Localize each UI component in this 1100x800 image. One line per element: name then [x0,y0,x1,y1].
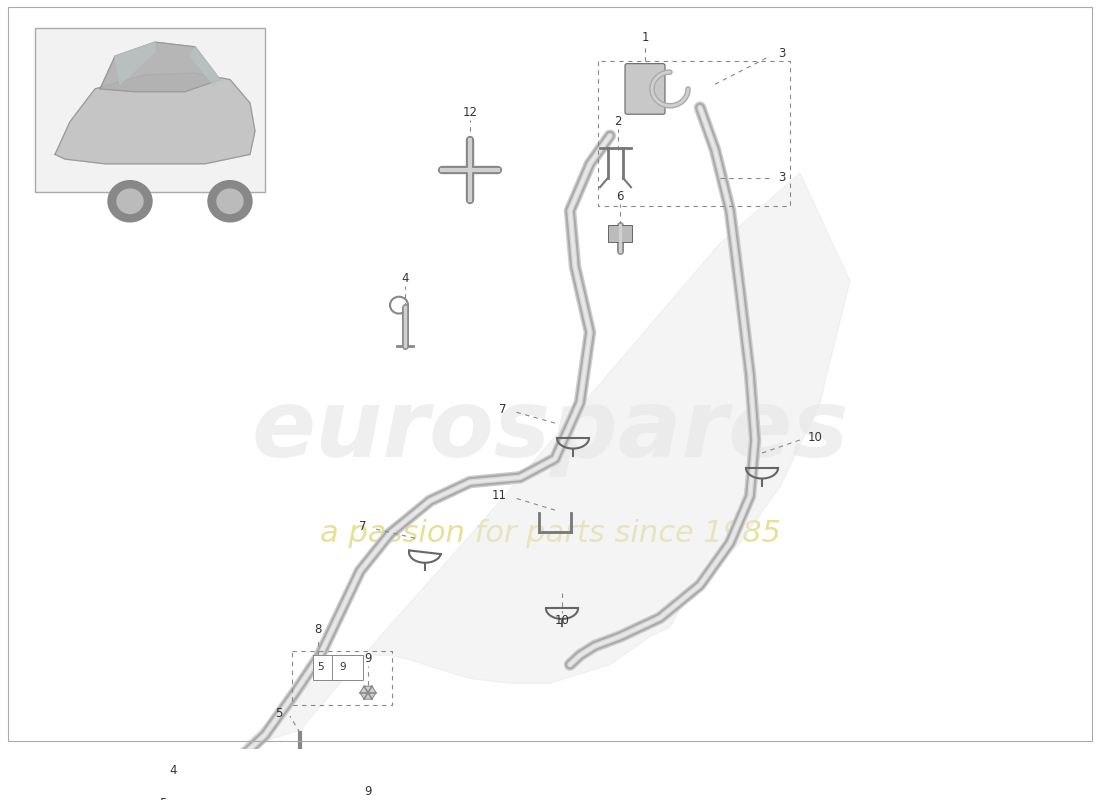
Circle shape [217,189,243,214]
Bar [608,225,632,242]
Polygon shape [240,173,850,749]
Text: 5: 5 [318,662,324,673]
Polygon shape [191,47,220,84]
Polygon shape [55,73,255,164]
Text: a passion for parts since 1985: a passion for parts since 1985 [319,519,781,548]
Text: 9: 9 [340,662,346,673]
Text: 2: 2 [614,115,622,128]
Bar [314,655,363,679]
Circle shape [208,181,252,222]
Text: 12: 12 [462,106,477,119]
Text: 9: 9 [364,786,372,798]
Text: 1: 1 [641,31,649,44]
Text: 3: 3 [778,47,785,60]
Circle shape [108,181,152,222]
Polygon shape [116,42,155,84]
Polygon shape [360,686,376,699]
Text: 5: 5 [275,706,282,720]
Polygon shape [100,42,220,92]
FancyBboxPatch shape [625,64,666,114]
Text: 10: 10 [808,430,823,444]
Text: 5: 5 [160,797,167,800]
Text: 3: 3 [778,171,785,184]
Text: 6: 6 [616,190,624,203]
Text: 4: 4 [169,764,177,777]
Circle shape [117,189,143,214]
Text: 8: 8 [315,622,321,635]
Text: eurospares: eurospares [251,385,849,477]
Text: 7: 7 [360,519,367,533]
Text: 11: 11 [492,489,507,502]
Polygon shape [360,752,376,765]
Text: 10: 10 [554,614,570,627]
Bar [35,28,265,192]
Text: 4: 4 [402,273,409,286]
Text: 9: 9 [364,653,372,666]
Text: 7: 7 [499,402,507,415]
